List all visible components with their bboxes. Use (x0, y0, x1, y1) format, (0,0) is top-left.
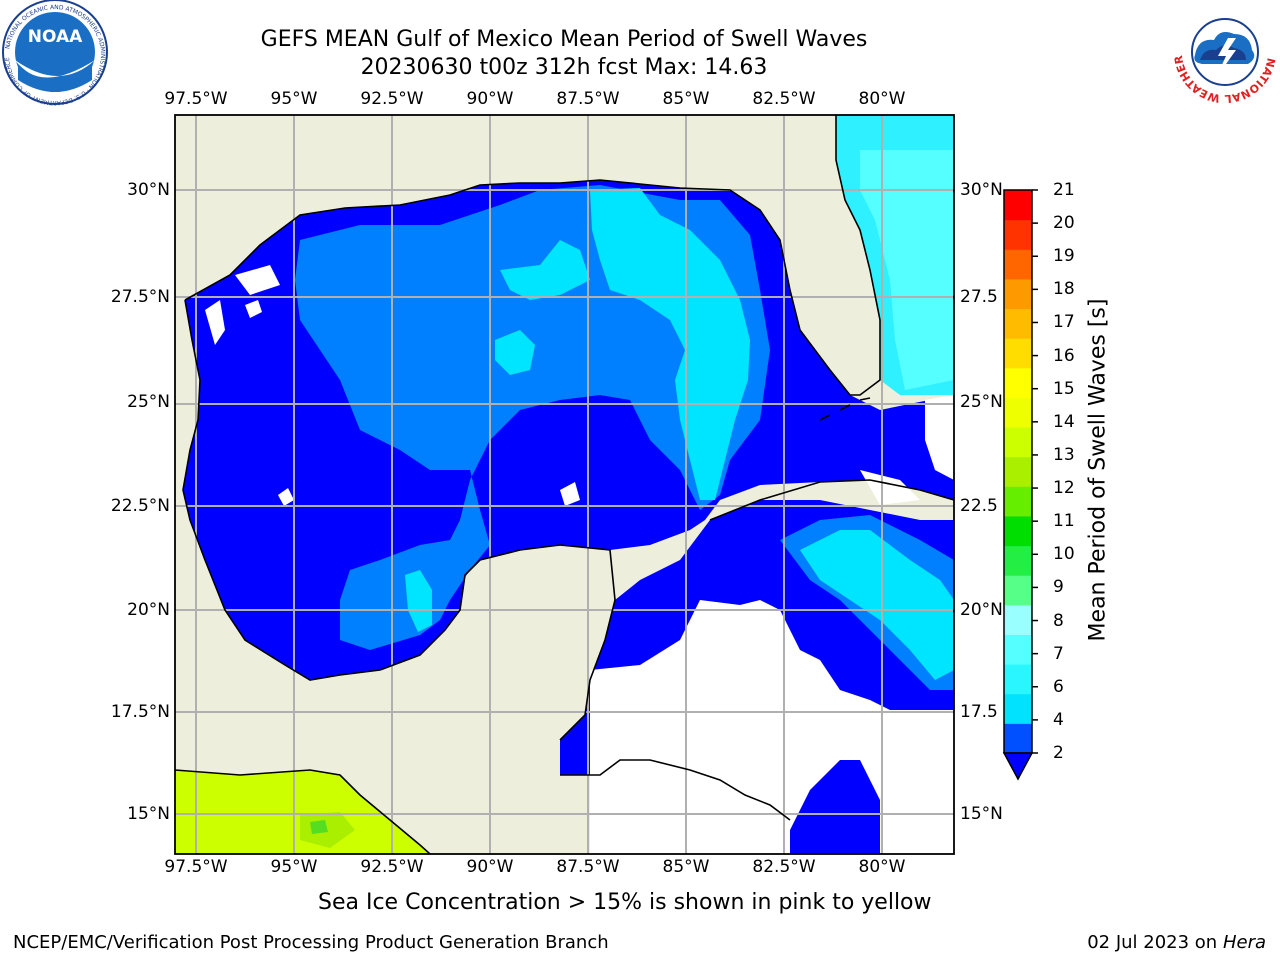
colorbar-segment (1004, 723, 1032, 754)
colorbar-tick-label: 6 (1053, 676, 1064, 697)
lat-tick-left: 22.5°N (110, 496, 170, 516)
pacific-yellow (175, 770, 430, 854)
lon-tick-bottom: 92.5°W (360, 857, 424, 877)
colorbar-segment (1004, 575, 1032, 606)
lat-tick-left: 15°N (127, 804, 170, 824)
footer-note: Sea Ice Concentration > 15% is shown in … (318, 890, 932, 915)
credit-line: NCEP/EMC/Verification Post Processing Pr… (13, 932, 609, 953)
lon-tick-top: 80°W (858, 89, 906, 109)
lat-tick-right: 27.5 (960, 287, 998, 307)
noaa-logo: NOAA NATIONAL OCEANIC AND ATMOSPHERIC AD… (2, 0, 108, 106)
colorbar-segment (1004, 338, 1032, 369)
period-6s-areas (405, 188, 954, 680)
colorbar-segment (1004, 427, 1032, 458)
colorbar-segment (1004, 634, 1032, 665)
colorbar-label: Mean Period of Swell Waves [s] (1085, 298, 1111, 642)
colorbar-segment (1004, 367, 1032, 398)
lat-tick-right: 15°N (960, 804, 1003, 824)
colorbar-segment (1004, 545, 1032, 576)
colorbar-segment (1004, 664, 1032, 695)
noaa-logo-text: NOAA (28, 27, 83, 47)
date-text: 02 Jul 2023 on (1087, 932, 1218, 953)
colorbar-tick-label: 13 (1053, 444, 1075, 465)
colorbar-tick-label: 12 (1053, 478, 1075, 499)
colorbar-tick-label: 19 (1053, 246, 1075, 267)
machine-name: Hera (1222, 932, 1266, 953)
colorbar-tick-label: 14 (1053, 411, 1075, 432)
colorbar-tick-label: 17 (1053, 312, 1075, 333)
lon-tick-bottom: 82.5°W (752, 857, 816, 877)
colorbar-tick-label: 15 (1053, 378, 1075, 399)
colorbar-segment (1004, 515, 1032, 547)
colorbar-segment (1004, 693, 1032, 724)
colorbar-tick-label: 7 (1053, 643, 1064, 664)
lat-tick-left: 30°N (127, 180, 170, 200)
map-frame (174, 114, 955, 855)
lon-tick-top: 95°W (270, 89, 318, 109)
gridlines (175, 115, 954, 854)
colorbar-frame (1003, 189, 1033, 754)
lat-tick-right: 22.5 (960, 496, 998, 516)
colorbar-segment (1004, 249, 1032, 280)
date-stamp: 02 Jul 2023 on Hera (1087, 932, 1266, 953)
colorbar-segment (1004, 190, 1032, 221)
colorbar-tick-label: 9 (1053, 577, 1064, 598)
coastlines (175, 115, 954, 854)
colorbar-segment (1004, 456, 1032, 487)
lon-tick-bottom: 87.5°W (556, 857, 620, 877)
lon-tick-top: 90°W (466, 89, 514, 109)
colorbar-tick-label: 11 (1053, 511, 1075, 532)
lat-tick-left: 27.5°N (110, 287, 170, 307)
colorbar-tick-label: 20 (1053, 213, 1075, 234)
nws-logo: NATIONAL WEATHER SERVICE (1170, 0, 1278, 105)
colorbar-tick-label: 10 (1053, 544, 1075, 565)
lat-tick-right: 20°N (960, 600, 1003, 620)
lon-tick-top: 87.5°W (556, 89, 620, 109)
lat-tick-right: 25°N (960, 392, 1003, 412)
lat-tick-right: 17.5 (960, 702, 998, 722)
colorbar-segment (1004, 308, 1032, 339)
lon-tick-top: 97.5°W (164, 89, 228, 109)
colorbar-extend-min (1002, 752, 1034, 781)
colorbar-tick-label: 8 (1053, 610, 1064, 631)
colorbar-segment (1004, 219, 1032, 250)
colorbar-segment (1004, 486, 1032, 517)
lat-tick-left: 25°N (127, 392, 170, 412)
lon-tick-bottom: 80°W (858, 857, 906, 877)
colorbar-segment (1004, 397, 1032, 428)
lon-tick-top: 92.5°W (360, 89, 424, 109)
lat-tick-left: 20°N (127, 600, 170, 620)
colorbar-tick-label: 16 (1053, 345, 1075, 366)
map-subtitle: 20230630 t00z 312h fcst Max: 14.63 (360, 55, 768, 80)
atlantic-light (860, 150, 954, 390)
lon-tick-bottom: 90°W (466, 857, 514, 877)
lon-tick-top: 82.5°W (752, 89, 816, 109)
colorbar-tick-label: 21 (1053, 180, 1075, 200)
lon-tick-bottom: 97.5°W (164, 857, 228, 877)
lon-tick-bottom: 95°W (270, 857, 318, 877)
colorbar-tick-label: 4 (1053, 709, 1064, 730)
no-data-areas (205, 265, 954, 854)
colorbar-segment (1004, 604, 1032, 635)
lon-tick-bottom: 85°W (662, 857, 710, 877)
lon-tick-top: 85°W (662, 89, 710, 109)
lat-tick-right: 30°N (960, 180, 1003, 200)
map-title: GEFS MEAN Gulf of Mexico Mean Period of … (260, 27, 868, 52)
colorbar-tick-label: 2 (1053, 743, 1064, 763)
colorbar-tick-label: 18 (1053, 279, 1075, 300)
lat-tick-left: 17.5°N (110, 702, 170, 722)
colorbar-segment (1004, 278, 1032, 310)
